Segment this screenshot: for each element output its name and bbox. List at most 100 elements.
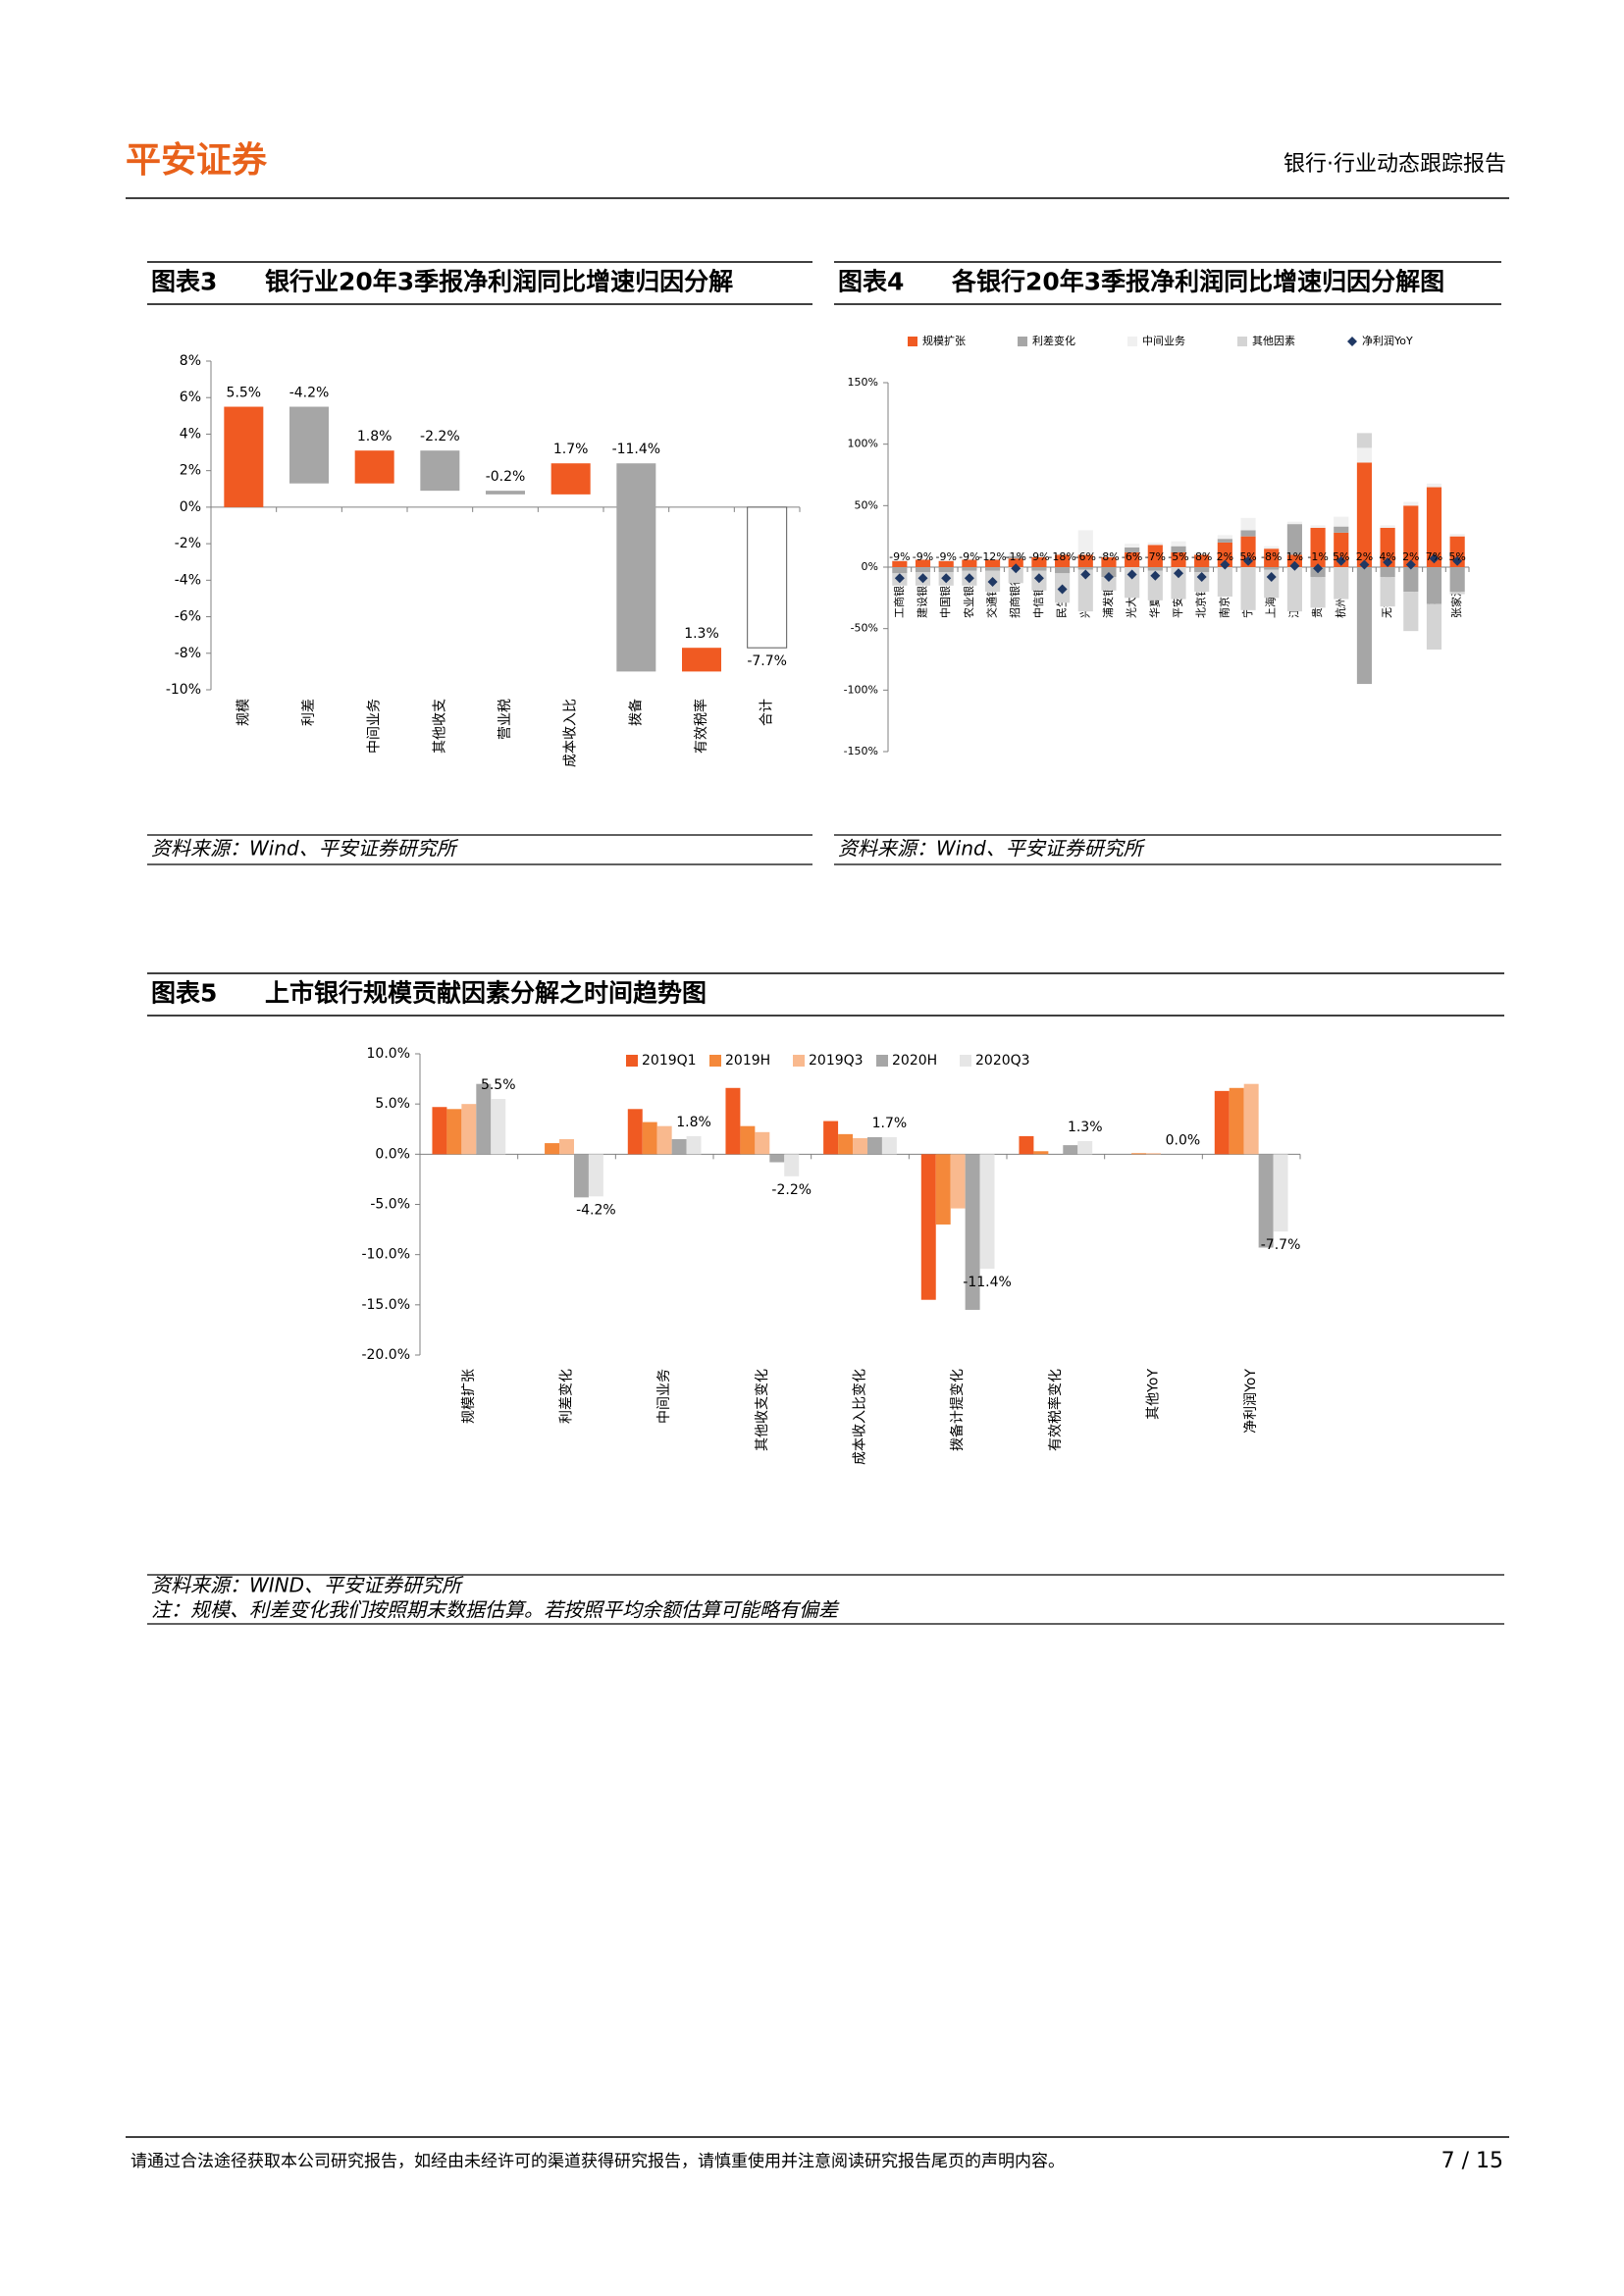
data-label: -9% [913, 550, 933, 563]
bar-segment [1125, 547, 1140, 552]
bar-segment [1147, 570, 1163, 600]
data-label: -7% [1145, 550, 1166, 563]
x-tick-label: 营业税 [498, 699, 513, 740]
bar-segment [892, 567, 908, 574]
data-label: 7% [1426, 550, 1442, 563]
bar [1243, 1083, 1259, 1155]
bar-segment [938, 560, 954, 567]
x-tick-label: 规模 [236, 699, 251, 726]
bar [1273, 1154, 1288, 1232]
bar-segment [1125, 551, 1140, 567]
x-tick-label: 其他收支变化 [755, 1369, 770, 1451]
bar-segment [1264, 546, 1280, 549]
bar-segment [1403, 505, 1419, 567]
bar [1258, 1154, 1274, 1248]
bar [1214, 1090, 1230, 1155]
bar-segment [1008, 558, 1023, 567]
bar [550, 463, 591, 495]
bar-segment [1077, 554, 1093, 567]
bar [853, 1137, 867, 1155]
y-tick-label: 10.0% [367, 1046, 410, 1062]
data-label: -9% [1028, 550, 1049, 563]
bar-segment [1147, 545, 1163, 567]
bar-segment [962, 559, 977, 567]
y-tick-label: -20.0% [361, 1347, 410, 1363]
bar-segment [1031, 567, 1047, 571]
bar-segment [1426, 603, 1442, 650]
bar-segment [938, 567, 954, 573]
bar-segment [1264, 548, 1280, 567]
bar-segment [1334, 567, 1349, 600]
data-label: 5% [1333, 550, 1349, 563]
bar-segment [1077, 530, 1093, 555]
y-tick-label: 150% [848, 376, 878, 389]
bar [1146, 1153, 1161, 1155]
x-tick-label: 拨备 [627, 699, 644, 726]
legend-label: 其他因素 [1252, 335, 1295, 347]
bar [461, 1104, 477, 1155]
y-tick-label: -10.0% [361, 1247, 410, 1263]
y-tick-label: -10% [166, 682, 201, 698]
bar-segment [1286, 554, 1302, 567]
marker [1313, 563, 1324, 574]
marker [1383, 556, 1393, 567]
bar-segment [1171, 541, 1186, 547]
bar-segment [1240, 530, 1256, 537]
x-tick-label: 成本收入比变化 [853, 1369, 868, 1465]
bar-segment [962, 567, 977, 571]
marker [1126, 569, 1137, 580]
data-label: -1% [1006, 550, 1026, 563]
y-tick-label: 2% [180, 463, 201, 479]
figure-label: 图表3 [151, 268, 217, 296]
bar-segment [1031, 554, 1047, 557]
marker [1452, 555, 1463, 566]
y-tick-label: 4% [180, 426, 201, 442]
bar [671, 1138, 687, 1155]
bar-segment [1194, 567, 1210, 573]
legend-swatch [626, 1055, 638, 1067]
bar-segment [1449, 536, 1465, 567]
y-tick-label: -50% [851, 622, 878, 635]
y-tick-label: 8% [180, 353, 201, 369]
bar-segment [984, 556, 1001, 560]
y-tick-label: -100% [844, 683, 878, 696]
bar-segment [1334, 532, 1349, 567]
bar [642, 1122, 657, 1155]
x-tick-label: 中间业务 [656, 1369, 672, 1424]
data-label: -18% [1048, 550, 1075, 563]
data-label: 5.5% [227, 386, 262, 401]
bar [491, 1099, 506, 1155]
y-tick-label: -4% [175, 572, 201, 588]
note: 注：规模、利差变化我们按照期末数据估算。若按照平均余额估算可能略有偏差 [151, 1598, 840, 1622]
bar-segment [1101, 567, 1117, 578]
marker [941, 573, 952, 584]
legend-label: 2019Q1 [642, 1053, 697, 1069]
x-tick-label: 农业银行 [962, 575, 975, 618]
marker [1220, 559, 1231, 570]
x-tick-label: 其他收支 [432, 699, 447, 754]
bar-segment [1101, 553, 1117, 557]
marker [964, 573, 974, 584]
data-label: -9% [889, 550, 910, 563]
data-label: -8% [1261, 550, 1282, 563]
bar-segment [915, 567, 931, 573]
x-tick-label: 有效税率变化 [1047, 1369, 1064, 1451]
y-tick-label: 0% [862, 560, 878, 573]
data-label: -7.7% [1261, 1237, 1301, 1253]
bar [1077, 1141, 1093, 1155]
bar-segment [1310, 525, 1326, 528]
bar [1131, 1153, 1147, 1155]
bar-segment [1194, 551, 1210, 555]
bar [740, 1125, 756, 1155]
legend-swatch [876, 1055, 888, 1067]
data-label: 1.8% [676, 1115, 711, 1130]
bar-segment [1217, 542, 1232, 567]
y-tick-label: 0.0% [375, 1146, 410, 1162]
legend-swatch [908, 337, 917, 346]
bar [784, 1154, 800, 1176]
bar-segment [1310, 527, 1326, 567]
bar [950, 1154, 966, 1209]
legend-label: 2019Q3 [809, 1053, 864, 1069]
bar-segment [1449, 567, 1465, 593]
data-label: 1.7% [553, 442, 589, 457]
